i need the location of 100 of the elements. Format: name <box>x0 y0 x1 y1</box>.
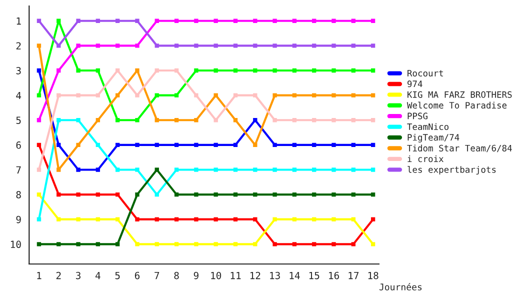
point <box>135 242 140 246</box>
x-tick-label: 15 <box>309 272 320 280</box>
point <box>76 168 80 172</box>
legend-label: Tidom Star Team/6/84 <box>407 144 512 152</box>
y-tick-label: 6 <box>16 141 21 149</box>
point <box>214 93 218 98</box>
point <box>351 68 356 73</box>
point <box>233 192 238 197</box>
point <box>135 18 140 23</box>
point <box>135 168 140 172</box>
point <box>214 68 218 73</box>
point <box>214 142 218 148</box>
point <box>56 168 61 172</box>
point <box>253 44 258 48</box>
point <box>135 44 140 48</box>
point <box>154 68 159 73</box>
point <box>96 44 100 48</box>
point <box>96 217 100 222</box>
point <box>272 168 277 172</box>
point <box>233 168 238 172</box>
point <box>214 44 218 48</box>
point <box>370 18 376 23</box>
point <box>174 217 179 222</box>
point <box>76 93 80 98</box>
point <box>214 242 218 246</box>
point <box>332 93 336 98</box>
point <box>116 217 120 222</box>
y-tick-label: 3 <box>16 67 21 74</box>
point <box>154 93 159 98</box>
point <box>351 93 356 98</box>
point <box>253 142 258 148</box>
point <box>36 68 42 73</box>
point <box>116 18 120 23</box>
y-tick-label: 9 <box>16 216 21 224</box>
point <box>56 93 61 98</box>
point <box>36 18 42 23</box>
point <box>233 242 238 246</box>
point <box>96 242 100 246</box>
x-tick-label: 18 <box>368 272 378 280</box>
point <box>96 93 100 98</box>
legend-label: PPSG <box>408 112 428 120</box>
point <box>312 68 316 73</box>
point <box>154 44 159 48</box>
x-tick-label: 4 <box>95 272 100 280</box>
point <box>370 242 376 246</box>
point <box>370 93 376 98</box>
point <box>272 192 277 197</box>
point <box>135 118 140 122</box>
point <box>56 68 61 73</box>
point <box>135 93 140 98</box>
point <box>233 142 238 148</box>
point <box>272 93 277 98</box>
point <box>135 192 140 197</box>
point <box>174 68 179 73</box>
point <box>272 142 277 148</box>
point <box>135 68 140 73</box>
point <box>116 168 120 172</box>
point <box>272 118 277 122</box>
point <box>36 93 42 98</box>
point <box>272 44 277 48</box>
point <box>56 217 61 222</box>
point <box>214 192 218 197</box>
point <box>116 93 120 98</box>
point <box>233 93 238 98</box>
x-tick-label: 8 <box>174 272 179 280</box>
y-tick-label: 2 <box>16 42 21 50</box>
point <box>292 18 297 23</box>
point <box>312 142 316 148</box>
x-tick-label: 3 <box>76 272 80 280</box>
point <box>253 192 258 197</box>
point <box>351 217 356 222</box>
point <box>253 18 258 23</box>
point <box>56 118 61 122</box>
x-axis-title: Journées <box>379 283 422 290</box>
x-tick-label: 17 <box>348 272 359 280</box>
point <box>194 192 198 197</box>
point <box>96 192 100 197</box>
legend-label: 974 <box>407 80 422 88</box>
point <box>154 142 159 148</box>
point <box>76 18 80 23</box>
x-tick-label: 12 <box>250 272 260 280</box>
point <box>312 18 316 23</box>
point <box>96 168 100 172</box>
point <box>370 44 376 48</box>
point <box>96 68 100 73</box>
point <box>154 18 159 23</box>
point <box>174 44 179 48</box>
point <box>253 242 258 246</box>
point <box>312 93 316 98</box>
point <box>116 142 120 148</box>
point <box>292 242 297 246</box>
point <box>135 142 140 148</box>
point <box>253 68 258 73</box>
point <box>194 18 198 23</box>
point <box>135 217 140 222</box>
point <box>174 168 179 172</box>
point <box>292 142 297 148</box>
point <box>194 93 198 98</box>
point <box>332 192 336 197</box>
point <box>370 142 376 148</box>
